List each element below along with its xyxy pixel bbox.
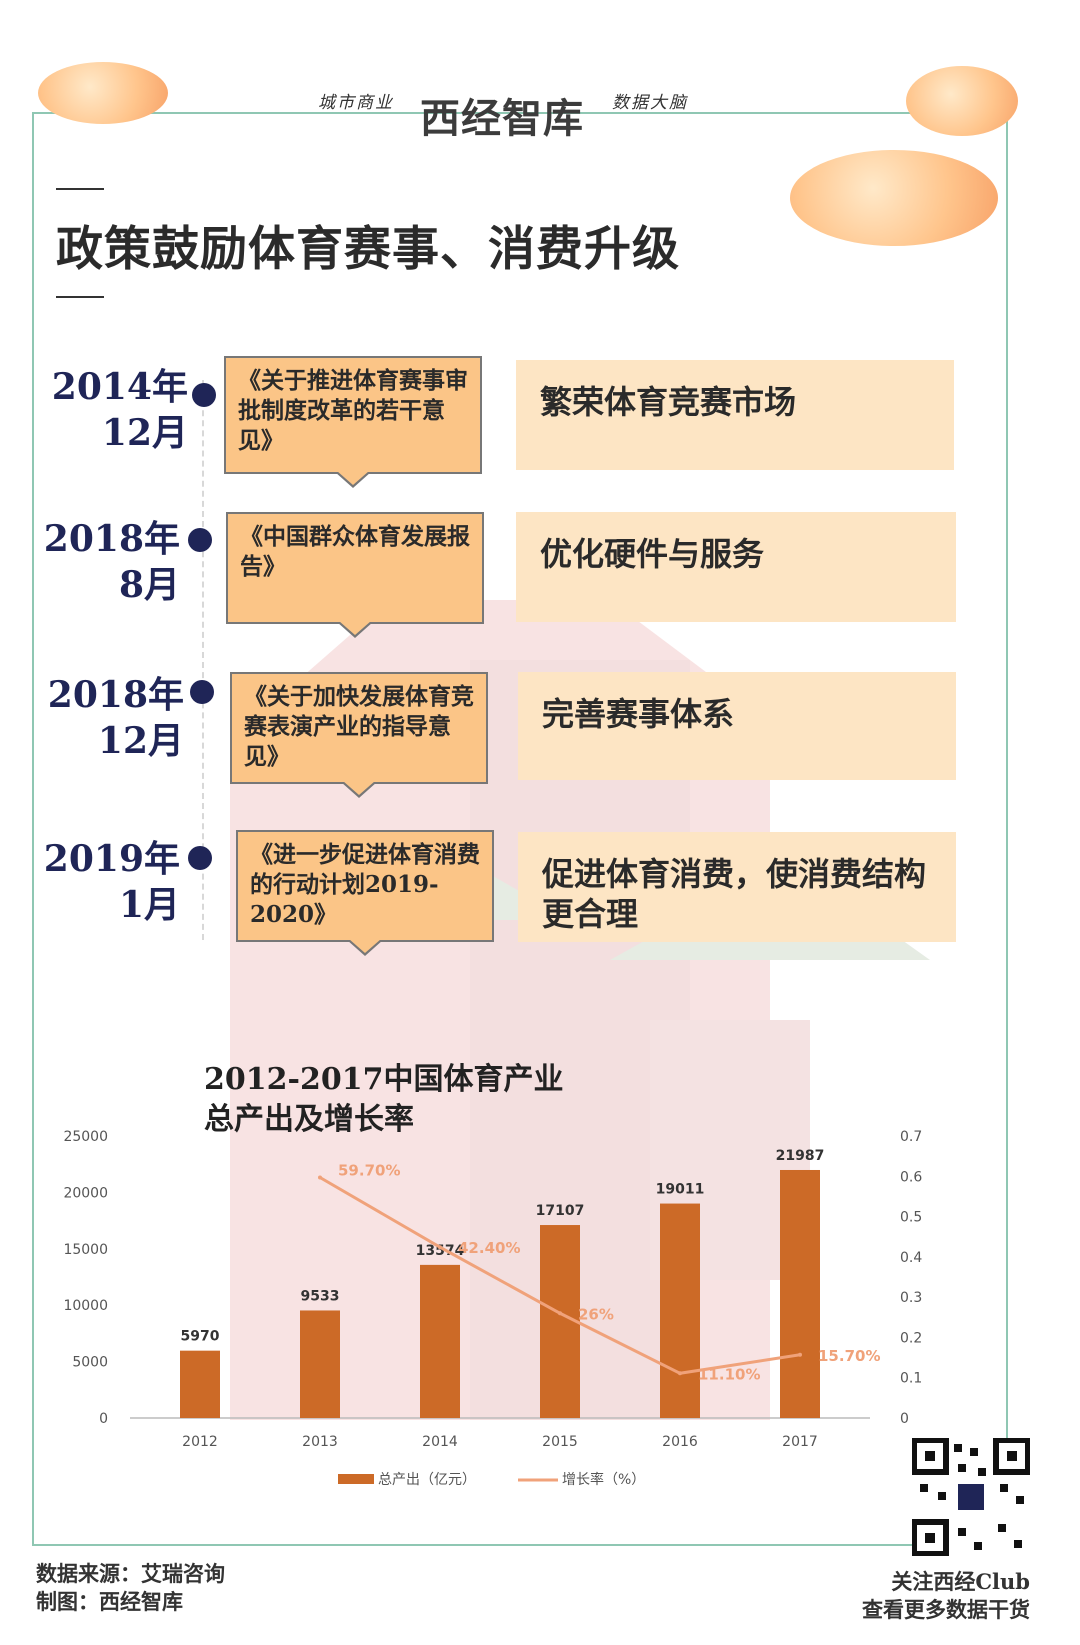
y-left-tick-label: 20000 (63, 1185, 108, 1201)
date-year: 2018年 (47, 674, 184, 716)
growth-rate-label: 15.70% (818, 1347, 880, 1365)
policy-document-box: 《中国群众体育发展报告》 (226, 512, 484, 638)
brand-tagline-right: 数据大脑 (612, 93, 688, 113)
date-month: 12月 (101, 412, 188, 454)
bar-total-output (300, 1310, 340, 1418)
policy-goal-box: 促进体育消费，使消费结构更合理 (518, 832, 956, 942)
bar-value-label: 19011 (656, 1182, 705, 1198)
x-tick-label: 2012 (182, 1434, 218, 1450)
y-right-tick-label: 0.4 (900, 1250, 922, 1266)
y-right-tick-label: 0 (900, 1411, 909, 1427)
y-right-tick-label: 0.1 (900, 1371, 922, 1387)
growth-rate-point (438, 1245, 442, 1250)
cloud-decoration-right-small (906, 66, 1018, 136)
policy-goal-box: 完善赛事体系 (518, 672, 956, 780)
bar-value-label: 17107 (536, 1203, 585, 1219)
policy-goal-text: 优化硬件与服务 (540, 535, 765, 573)
footer-credits: 数据来源：艾瑞咨询 制图：西经智库 (36, 1560, 225, 1616)
policy-document-title: 《关于加快发展体育竞赛表演产业的指导意见》 (244, 683, 474, 770)
policy-document-box: 《关于推进体育赛事审批制度改革的若干意见》 (224, 356, 482, 488)
chart-title: 2012-2017中国体育产业总产出及增长率 (204, 1060, 584, 1140)
date-month: 8月 (118, 564, 180, 606)
data-source: 数据来源：艾瑞咨询 (36, 1561, 225, 1586)
policy-document-box: 《关于加快发展体育竞赛表演产业的指导意见》 (230, 672, 488, 798)
timeline-dot (188, 528, 212, 552)
date-year: 2014年 (51, 366, 188, 408)
growth-rate-label: 26% (578, 1305, 614, 1323)
y-left-tick-label: 5000 (72, 1355, 108, 1371)
timeline-dot (188, 846, 212, 870)
bar-value-label: 9533 (301, 1288, 340, 1304)
chart-maker: 制图：西经智库 (36, 1589, 183, 1614)
growth-rate-point (318, 1175, 322, 1180)
timeline-date: 2014年 12月 (48, 364, 188, 456)
policy-goal-text: 繁荣体育竞赛市场 (540, 383, 797, 421)
x-tick-label: 2013 (302, 1434, 338, 1450)
timeline-date: 2018年 8月 (40, 516, 180, 608)
growth-rate-point (798, 1352, 802, 1357)
y-right-tick-label: 0.5 (900, 1210, 922, 1226)
policy-goal-box: 优化硬件与服务 (516, 512, 956, 622)
timeline-date: 2018年 12月 (44, 672, 184, 764)
date-year: 2019年 (43, 838, 180, 880)
cloud-decoration-right-large (790, 150, 998, 246)
output-growth-chart: 0 5000 10000 15000 20000 25000 0 0.1 0.2 0.3 0.4 0.… (63, 1129, 922, 1488)
policy-document-box: 《进一步促进体育消费的行动计划2019-2020》 (236, 830, 494, 956)
growth-rate-label: 42.40% (458, 1239, 520, 1257)
timeline-dot (190, 680, 214, 704)
policy-document-title: 《进一步促进体育消费的行动计划2019-2020》 (250, 841, 480, 928)
x-tick-label: 2014 (422, 1434, 458, 1450)
timeline-line (202, 380, 204, 940)
footer-follow: 关注西经Club 查看更多数据干货 (820, 1568, 1030, 1624)
policy-goal-box: 繁荣体育竞赛市场 (516, 360, 954, 470)
date-month: 1月 (118, 884, 180, 926)
brand-logo: 西经智库 (420, 95, 584, 142)
bar-value-label: 21987 (776, 1148, 825, 1164)
x-tick-label: 2016 (662, 1434, 698, 1450)
timeline-dot (192, 383, 216, 407)
legend-swatch-bar (338, 1474, 374, 1484)
bar-total-output (180, 1350, 220, 1418)
cloud-decoration-left (38, 62, 168, 124)
timeline-date: 2019年 1月 (40, 836, 180, 928)
y-left-tick-label: 15000 (63, 1242, 108, 1258)
growth-rate-label: 59.70% (338, 1161, 400, 1179)
x-tick-label: 2015 (542, 1434, 578, 1450)
y-right-tick-label: 0.6 (900, 1169, 922, 1185)
y-left-tick-label: 0 (99, 1411, 108, 1427)
title-rule-top (56, 188, 104, 190)
policy-goal-text: 促进体育消费，使消费结构更合理 (542, 855, 927, 933)
growth-rate-point (678, 1371, 682, 1376)
legend-label-bar: 总产出（亿元） (378, 1472, 476, 1488)
bar-total-output (420, 1264, 460, 1418)
title-rule-bottom (56, 296, 104, 298)
policy-goal-text: 完善赛事体系 (542, 695, 735, 733)
bar-total-output (780, 1169, 820, 1418)
legend-label-line: 增长率（%） (562, 1471, 645, 1488)
more-text: 查看更多数据干货 (862, 1597, 1030, 1622)
content-frame (32, 112, 1008, 1546)
growth-rate-point (558, 1311, 562, 1316)
y-left-tick-label: 25000 (63, 1129, 108, 1145)
follow-text: 关注西经Club (891, 1569, 1030, 1594)
date-year: 2018年 (43, 518, 180, 560)
date-month: 12月 (97, 720, 184, 762)
x-tick-label: 2017 (782, 1434, 818, 1450)
bar-total-output (660, 1203, 700, 1418)
policy-document-title: 《关于推进体育赛事审批制度改革的若干意见》 (238, 367, 468, 454)
qr-code[interactable] (911, 1437, 1031, 1557)
y-right-tick-label: 0.2 (900, 1330, 922, 1346)
brand-tagline-left: 城市商业 (318, 93, 394, 113)
qr-code-icon (911, 1437, 1031, 1557)
growth-rate-label: 11.10% (698, 1365, 760, 1383)
page-title: 政策鼓励体育赛事、消费升级 (56, 222, 680, 277)
policy-document-title: 《中国群众体育发展报告》 (240, 523, 470, 580)
y-left-tick-label: 10000 (63, 1298, 108, 1314)
y-right-tick-label: 0.3 (900, 1290, 922, 1306)
chart-title-text: 2012-2017中国体育产业总产出及增长率 (204, 1062, 564, 1137)
y-right-tick-label: 0.7 (900, 1129, 922, 1145)
bar-value-label: 5970 (181, 1329, 220, 1345)
